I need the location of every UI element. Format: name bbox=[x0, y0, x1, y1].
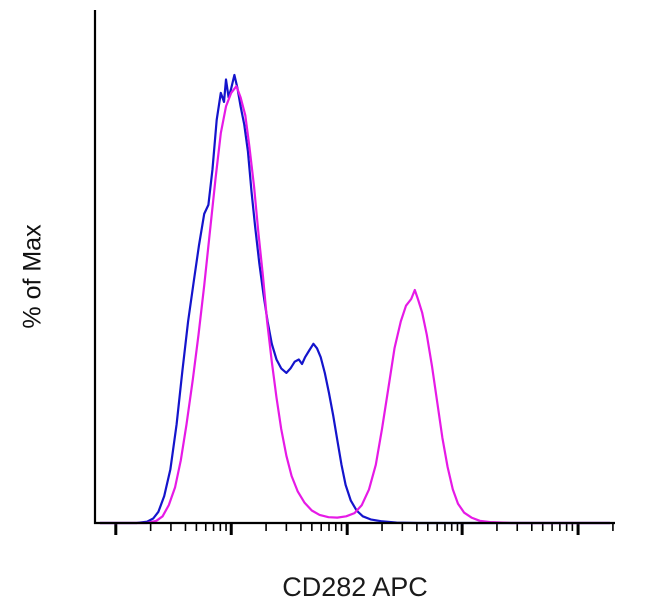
blue-sample-histogram bbox=[99, 73, 611, 525]
histogram-curves bbox=[99, 73, 611, 525]
axis-ticks bbox=[114, 523, 614, 535]
y-axis-label: % of Max bbox=[18, 224, 47, 329]
x-axis-label: CD282 APC bbox=[282, 572, 428, 602]
axis-lines bbox=[93, 10, 615, 525]
magenta-sample-histogram bbox=[99, 85, 611, 525]
